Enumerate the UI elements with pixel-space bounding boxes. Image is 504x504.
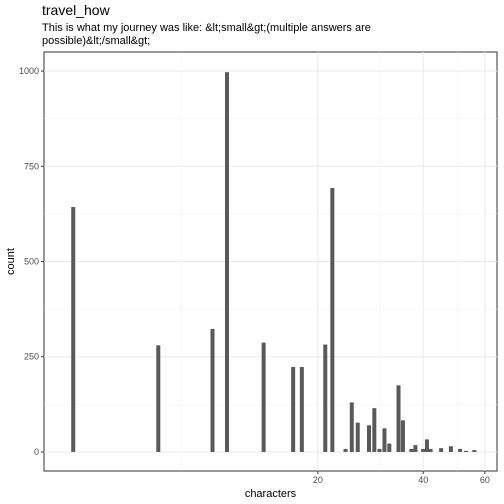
bar xyxy=(372,408,377,452)
bar xyxy=(323,344,328,452)
x-tick-label: 20 xyxy=(313,475,323,485)
bar xyxy=(224,72,229,452)
bar xyxy=(413,445,418,452)
bar xyxy=(421,448,426,452)
bar xyxy=(424,439,429,452)
bar xyxy=(382,428,387,452)
x-axis: 20 40 60 xyxy=(313,471,490,485)
y-tick-label: 750 xyxy=(24,161,39,171)
bar xyxy=(343,448,348,452)
bar xyxy=(387,443,392,452)
bar xyxy=(210,328,215,452)
y-tick-label: 0 xyxy=(34,447,39,457)
bar xyxy=(349,402,354,452)
bar xyxy=(409,448,414,452)
x-tick-label: 40 xyxy=(418,475,428,485)
y-tick-label: 250 xyxy=(24,352,39,362)
bar xyxy=(472,450,477,452)
bar xyxy=(71,207,76,452)
x-axis-title: characters xyxy=(245,488,297,500)
x-tick-label: 60 xyxy=(480,475,490,485)
bar xyxy=(355,422,360,452)
bars xyxy=(71,72,477,452)
chart-subtitle: This is what my journey was like: &lt;sm… xyxy=(42,22,371,47)
bar xyxy=(299,367,304,452)
bar xyxy=(291,367,296,452)
bar xyxy=(377,448,382,452)
bar xyxy=(396,385,401,452)
bar xyxy=(156,345,161,452)
y-tick-label: 1000 xyxy=(19,66,39,76)
bar xyxy=(463,450,468,452)
bar xyxy=(428,448,433,452)
y-axis: 0 250 500 750 1000 xyxy=(19,66,44,457)
bar xyxy=(458,448,463,452)
bar xyxy=(400,420,405,452)
bar xyxy=(439,448,444,452)
bar xyxy=(261,342,266,452)
chart-title: travel_how xyxy=(42,2,110,18)
y-tick-label: 500 xyxy=(24,257,39,267)
bar xyxy=(330,187,335,452)
bar xyxy=(448,446,453,452)
y-axis-title: count xyxy=(5,248,17,275)
bar xyxy=(366,425,371,452)
